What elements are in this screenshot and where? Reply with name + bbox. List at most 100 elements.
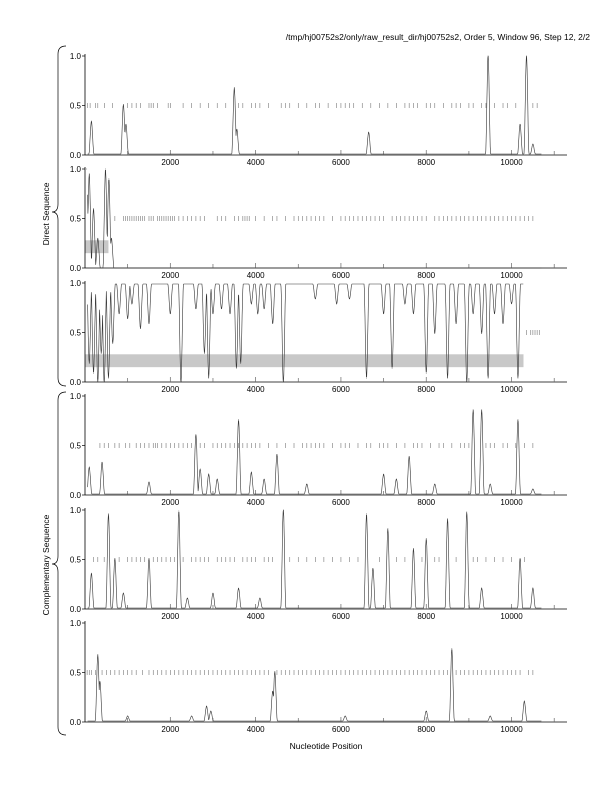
peak-point <box>383 313 384 315</box>
y-tick-label: 0.0 <box>70 605 82 614</box>
peak-point <box>519 558 521 559</box>
x-tick-label: 8000 <box>417 725 435 734</box>
peak-point <box>366 513 367 515</box>
peak-point <box>517 377 519 379</box>
y-tick-label: 1.0 <box>70 619 82 628</box>
peak-point <box>88 362 90 364</box>
peak-point <box>199 468 201 470</box>
peak-point <box>532 143 534 145</box>
x-tick-label: 6000 <box>332 158 350 167</box>
peak-point <box>180 381 182 383</box>
peak-point <box>263 478 265 480</box>
peak-point <box>108 513 109 515</box>
peak-point <box>221 308 222 310</box>
x-tick-label: 4000 <box>247 612 265 621</box>
peak-point <box>108 178 110 180</box>
peak-point <box>212 313 214 315</box>
panel-complementary-frame-3: 0.0 0.5 1.0 2000 4000 6000 8000 10000 <box>70 619 567 734</box>
peak-point <box>368 131 370 133</box>
peak-point <box>233 87 235 89</box>
peak-point <box>451 648 453 650</box>
peak-point <box>413 548 414 550</box>
x-tick-label: 6000 <box>332 725 350 734</box>
panel-direct-frame-2: 0.0 0.5 1.0 2000 4000 6000 8000 10000 <box>70 165 567 280</box>
peak-point <box>349 298 350 300</box>
peak-point <box>344 715 346 717</box>
peak-point <box>481 409 483 411</box>
peak-point <box>395 478 397 480</box>
peak-point <box>532 488 534 490</box>
peak-point <box>413 313 414 315</box>
peak-point <box>97 654 99 656</box>
peak-point <box>122 592 124 594</box>
peak-point <box>314 298 316 300</box>
peak-point <box>131 303 133 305</box>
x-tick-label: 2000 <box>161 725 179 734</box>
peak-point <box>366 377 367 379</box>
peak-point <box>122 104 124 105</box>
peak-point <box>263 308 265 310</box>
peak-point <box>148 323 150 324</box>
peak-point <box>93 208 94 210</box>
peak-point <box>250 303 252 305</box>
y-tick-label: 1.0 <box>70 506 82 515</box>
peak-point <box>90 572 92 574</box>
peak-point <box>127 318 129 320</box>
peak-point <box>387 528 389 530</box>
y-tick-label: 0.5 <box>70 669 82 678</box>
peak-point <box>93 372 94 374</box>
x-tick-label: 8000 <box>417 385 435 394</box>
y-tick-label: 0.0 <box>70 378 82 387</box>
x-tick-label: 8000 <box>417 612 435 621</box>
y-tick-label: 0.5 <box>70 215 82 224</box>
peak-point <box>282 381 284 383</box>
peak-point <box>114 558 116 559</box>
x-tick-label: 4000 <box>247 725 265 734</box>
peak-point <box>88 466 90 468</box>
peak-point <box>282 509 284 511</box>
x-tick-label: 4000 <box>247 271 265 280</box>
peak-point <box>489 715 491 717</box>
x-tick-label: 4000 <box>247 385 265 394</box>
y-tick-label: 0.5 <box>70 102 82 111</box>
peak-point <box>447 518 448 520</box>
peak-point <box>216 478 218 480</box>
x-tick-label: 10000 <box>500 498 523 507</box>
peak-point <box>148 558 150 559</box>
y-tick-label: 0.0 <box>70 718 82 727</box>
x-tick-label: 8000 <box>417 271 435 280</box>
peak-point <box>404 303 406 305</box>
x-tick-label: 10000 <box>500 271 523 280</box>
peak-point <box>105 168 106 170</box>
coding-potential-line <box>87 409 542 495</box>
panel-complementary-frame-2: 0.0 0.5 1.0 2000 4000 6000 8000 10000 <box>70 506 567 621</box>
y-tick-label: 0.0 <box>70 151 82 160</box>
coding-potential-line <box>87 509 542 609</box>
peak-point <box>434 333 436 334</box>
panel-direct-frame-1: 0.0 0.5 1.0 2000 4000 6000 8000 10000 <box>70 52 567 167</box>
panel-complementary-frame-1: 0.0 0.5 1.0 2000 4000 6000 8000 10000 <box>70 392 567 507</box>
peak-point <box>519 123 521 125</box>
peak-point <box>204 352 205 354</box>
x-tick-label: 6000 <box>332 498 350 507</box>
x-tick-label: 2000 <box>161 612 179 621</box>
x-tick-label: 6000 <box>332 612 350 621</box>
peak-point <box>212 592 214 594</box>
peak-point <box>111 237 112 239</box>
peak-point <box>191 715 193 717</box>
peak-point <box>178 510 180 512</box>
peak-point <box>447 377 448 379</box>
peak-point <box>97 381 99 383</box>
coding-potential-line <box>87 55 542 155</box>
peak-point <box>517 419 519 421</box>
peak-point <box>466 511 468 513</box>
y-tick-label: 0.5 <box>70 329 82 338</box>
peak-point <box>511 303 512 305</box>
x-tick-label: 10000 <box>500 725 523 734</box>
peak-point <box>103 381 105 383</box>
peak-point <box>99 681 101 682</box>
x-tick-label: 2000 <box>161 385 179 394</box>
peak-point <box>466 381 468 383</box>
peak-point <box>195 434 197 436</box>
peak-point <box>472 313 474 315</box>
